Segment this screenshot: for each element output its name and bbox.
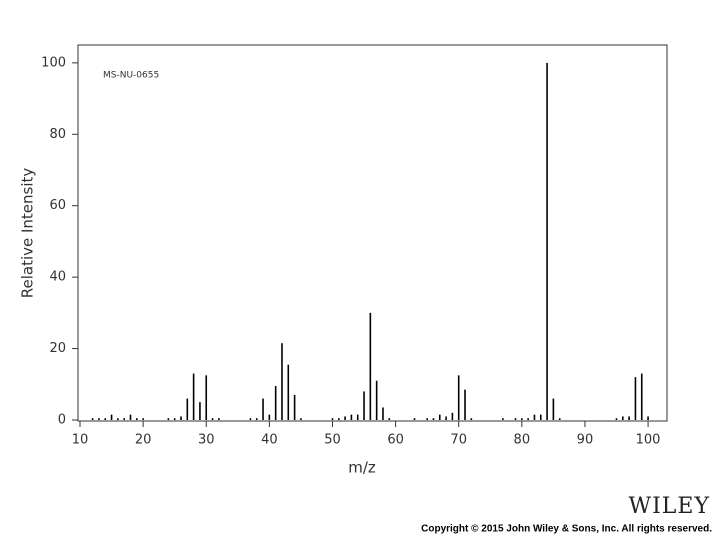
x-tick-label: 40 <box>261 433 278 448</box>
x-tick-label: 90 <box>577 433 594 448</box>
plot-frame <box>77 44 668 422</box>
x-tick-label: 70 <box>450 433 467 448</box>
y-tick-label: 80 <box>49 127 66 142</box>
y-tick-label: 60 <box>49 198 66 213</box>
x-tick-label: 80 <box>514 433 531 448</box>
x-tick-label: 50 <box>324 433 341 448</box>
x-tick-label: 20 <box>135 433 152 448</box>
annotation: MS-NU-0655 <box>103 71 159 81</box>
x-tick-label: 10 <box>72 433 89 448</box>
publisher-logo: WILEY <box>629 494 711 519</box>
y-tick-label: 20 <box>49 341 66 356</box>
x-axis-label: m/z <box>348 459 376 477</box>
y-tick-label: 40 <box>49 270 66 285</box>
x-tick-label: 60 <box>387 433 404 448</box>
x-tick-label: 100 <box>636 433 661 448</box>
y-tick-label: 0 <box>58 413 66 428</box>
x-tick-label: 30 <box>198 433 215 448</box>
y-tick-label: 100 <box>41 55 66 70</box>
copyright: Copyright © 2015 John Wiley & Sons, Inc.… <box>421 524 712 535</box>
y-axis-label: Relative Intensity <box>19 168 37 299</box>
